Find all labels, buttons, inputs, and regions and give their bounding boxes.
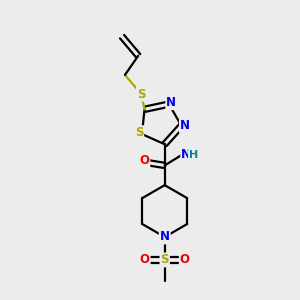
Text: S: S — [135, 126, 143, 139]
Text: S: S — [137, 88, 146, 100]
Text: N: N — [166, 96, 176, 109]
Text: S: S — [160, 254, 169, 266]
Text: N: N — [181, 148, 191, 161]
Text: N: N — [160, 230, 170, 244]
Text: H: H — [189, 149, 198, 160]
Text: O: O — [180, 253, 190, 266]
Text: O: O — [140, 154, 149, 167]
Text: O: O — [140, 253, 150, 266]
Text: N: N — [180, 119, 190, 132]
